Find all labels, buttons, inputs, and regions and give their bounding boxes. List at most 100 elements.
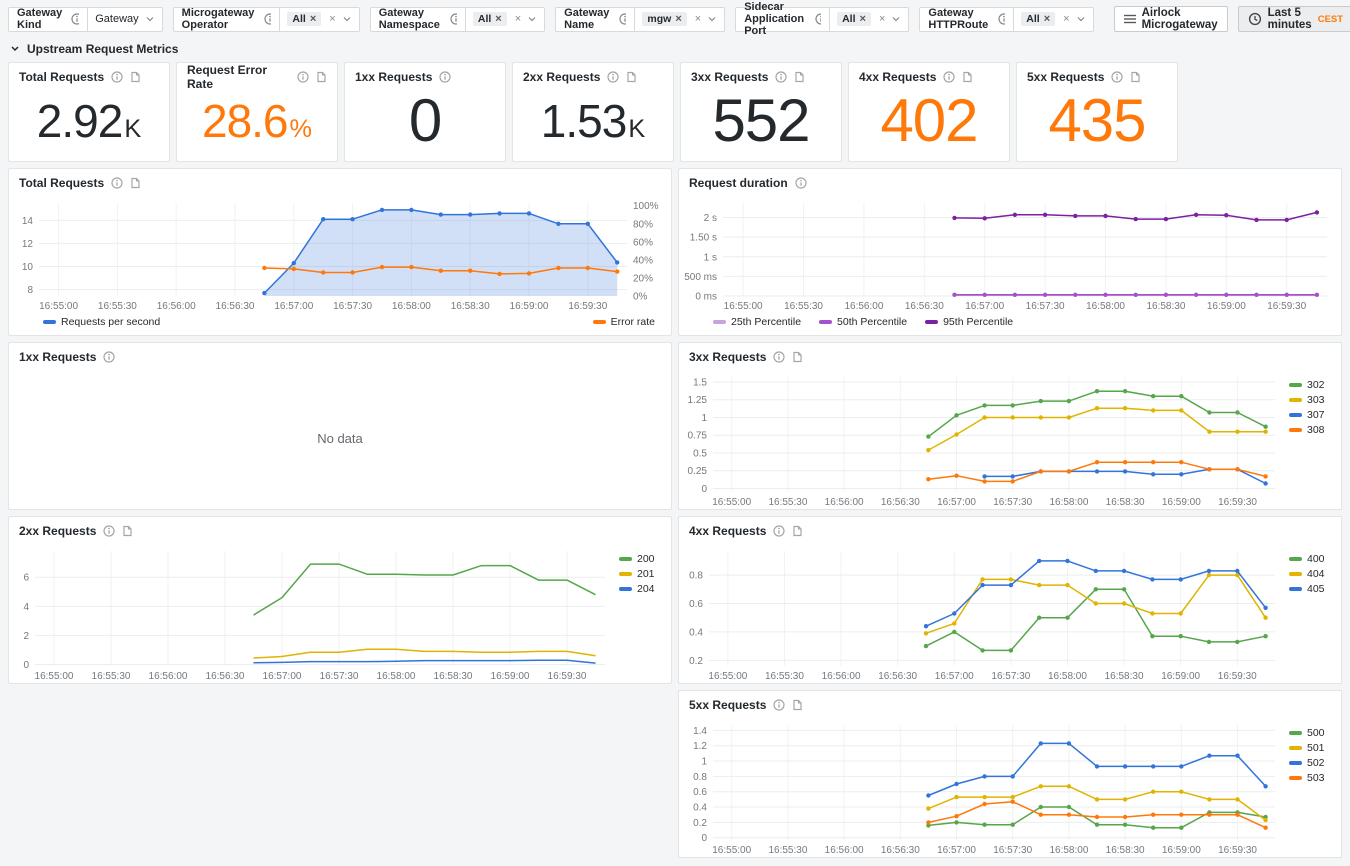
panel-links-icon[interactable] xyxy=(794,71,805,83)
clear-filter-icon[interactable]: × xyxy=(329,13,336,25)
info-icon[interactable] xyxy=(1111,71,1123,83)
legend-item-502[interactable]: 502 xyxy=(1289,757,1341,769)
legend-item-500[interactable]: 500 xyxy=(1289,727,1341,739)
panel-title[interactable]: 3xx Requests xyxy=(681,63,841,87)
dashboard-title-button[interactable]: Airlock Microgateway xyxy=(1113,6,1228,32)
filter-value-dropdown[interactable]: All × × xyxy=(1014,6,1094,32)
panel-links-icon[interactable] xyxy=(316,71,327,83)
filter-microgateway-operator: Microgateway Operator All × × xyxy=(172,6,360,32)
legend-item-25th-percentile[interactable]: 25th Percentile xyxy=(713,316,801,328)
legend-item-405[interactable]: 405 xyxy=(1289,583,1341,595)
legend-item-95th-percentile[interactable]: 95th Percentile xyxy=(925,316,1013,328)
info-icon[interactable] xyxy=(297,71,309,83)
chart-plot-area[interactable]: 16:55:00 16:55:30 16:56:00 16:56:30 16:57:00… xyxy=(9,193,671,313)
info-icon[interactable] xyxy=(773,351,785,363)
info-icon[interactable] xyxy=(71,13,80,25)
remove-tag-icon[interactable]: × xyxy=(859,13,866,25)
legend-item-303[interactable]: 303 xyxy=(1289,394,1341,406)
legend-item-200[interactable]: 200 xyxy=(619,553,671,565)
panel-title[interactable]: Total Requests xyxy=(9,63,169,87)
legend-item-204[interactable]: 204 xyxy=(619,583,671,595)
chart-plot-area[interactable]: 16:55:00 16:55:30 16:56:00 16:56:30 16:57:00… xyxy=(679,193,1341,313)
info-icon[interactable] xyxy=(773,525,785,537)
info-icon[interactable] xyxy=(450,13,457,25)
legend-item-requests-per-second[interactable]: Requests per second xyxy=(43,316,160,328)
legend-item-302[interactable]: 302 xyxy=(1289,379,1341,391)
legend-item-404[interactable]: 404 xyxy=(1289,568,1341,580)
svg-text:16:59:00: 16:59:00 xyxy=(1161,671,1200,682)
legend-item-307[interactable]: 307 xyxy=(1289,409,1341,421)
info-icon[interactable] xyxy=(619,13,627,25)
info-icon[interactable] xyxy=(998,13,1006,25)
clear-filter-icon[interactable]: × xyxy=(1063,13,1070,25)
info-icon[interactable] xyxy=(439,71,451,83)
legend-item-error-rate[interactable]: Error rate xyxy=(592,316,655,328)
panel-links-icon[interactable] xyxy=(626,71,637,83)
chart-plot-area[interactable]: 16:55:00 16:55:30 16:56:00 16:56:30 16:57:00… xyxy=(679,715,1289,857)
panel-title[interactable]: Request Error Rate xyxy=(177,63,337,91)
clear-filter-icon[interactable]: × xyxy=(878,13,886,25)
panel-links-icon[interactable] xyxy=(1130,71,1141,83)
info-icon[interactable] xyxy=(943,71,955,83)
info-icon[interactable] xyxy=(103,351,115,363)
panel-title[interactable]: 5xx Requests xyxy=(679,691,1341,715)
clear-filter-icon[interactable]: × xyxy=(694,13,702,25)
info-icon[interactable] xyxy=(103,525,115,537)
legend-item-50th-percentile[interactable]: 50th Percentile xyxy=(819,316,907,328)
panel-title[interactable]: 5xx Requests xyxy=(1017,63,1177,87)
filter-value-dropdown[interactable]: All × × xyxy=(830,6,910,32)
filter-value-dropdown[interactable]: All × × xyxy=(280,6,360,32)
remove-tag-icon[interactable]: × xyxy=(495,13,502,25)
filter-value-dropdown[interactable]: All × × xyxy=(465,6,546,32)
filter-value-dropdown[interactable]: Gateway xyxy=(88,6,163,32)
panel-title[interactable]: 2xx Requests xyxy=(513,63,673,87)
chart-plot-area[interactable]: 16:55:00 16:55:30 16:56:00 16:56:30 16:57:00… xyxy=(679,541,1289,683)
filter-selected-tag[interactable]: mgw × xyxy=(642,12,687,26)
panel-links-icon[interactable] xyxy=(792,525,803,537)
filter-selected-tag[interactable]: All × xyxy=(1021,12,1056,26)
filter-selected-tag[interactable]: All × xyxy=(287,12,322,26)
panel-links-icon[interactable] xyxy=(792,351,803,363)
series-502 xyxy=(926,741,1268,798)
filter-value-dropdown[interactable]: mgw × × xyxy=(635,6,726,32)
chart-plot-area[interactable]: 16:55:00 16:55:30 16:56:00 16:56:30 16:57:00… xyxy=(679,367,1289,509)
info-icon[interactable] xyxy=(773,699,785,711)
filter-selected-tag[interactable]: All × xyxy=(837,12,871,26)
info-icon[interactable] xyxy=(815,13,822,25)
remove-tag-icon[interactable]: × xyxy=(309,13,317,25)
info-icon[interactable] xyxy=(111,177,123,189)
info-icon[interactable] xyxy=(795,177,807,189)
info-icon[interactable] xyxy=(111,71,123,83)
row-upstream-request-metrics[interactable]: Upstream Request Metrics xyxy=(0,37,1350,62)
panel-links-icon[interactable] xyxy=(130,177,141,189)
filter-selected-tag[interactable]: All × xyxy=(472,12,507,26)
legend-item-201[interactable]: 201 xyxy=(619,568,671,580)
panel-title[interactable]: 4xx Requests xyxy=(849,63,1009,87)
panel-title[interactable]: 1xx Requests xyxy=(9,343,671,367)
remove-tag-icon[interactable]: × xyxy=(675,13,682,25)
legend-item-501[interactable]: 501 xyxy=(1289,742,1341,754)
panel-title[interactable]: 3xx Requests xyxy=(679,343,1341,367)
chart-plot-area[interactable]: 16:55:00 16:55:30 16:56:00 16:56:30 16:57:00… xyxy=(9,541,619,683)
chart-legend: 302 303 307 308 xyxy=(1289,367,1341,509)
legend-item-308[interactable]: 308 xyxy=(1289,424,1341,436)
info-icon[interactable] xyxy=(264,13,272,25)
panel-title[interactable]: 4xx Requests xyxy=(679,517,1341,541)
legend-item-400[interactable]: 400 xyxy=(1289,553,1341,565)
time-range-picker[interactable]: Last 5 minutes CEST xyxy=(1237,6,1350,32)
panel-title[interactable]: 2xx Requests xyxy=(9,517,671,541)
panel-title[interactable]: 1xx Requests xyxy=(345,63,505,87)
menu-icon xyxy=(1123,14,1136,24)
legend-item-503[interactable]: 503 xyxy=(1289,772,1341,784)
clear-filter-icon[interactable]: × xyxy=(514,13,522,25)
panel-title[interactable]: Total Requests xyxy=(9,169,671,193)
info-icon[interactable] xyxy=(775,71,787,83)
panel-title-text: 1xx Requests xyxy=(19,350,97,364)
panel-links-icon[interactable] xyxy=(130,71,141,83)
panel-links-icon[interactable] xyxy=(792,699,803,711)
panel-title[interactable]: Request duration xyxy=(679,169,1341,193)
remove-tag-icon[interactable]: × xyxy=(1043,13,1051,25)
panel-links-icon[interactable] xyxy=(962,71,973,83)
panel-links-icon[interactable] xyxy=(122,525,133,537)
info-icon[interactable] xyxy=(607,71,619,83)
